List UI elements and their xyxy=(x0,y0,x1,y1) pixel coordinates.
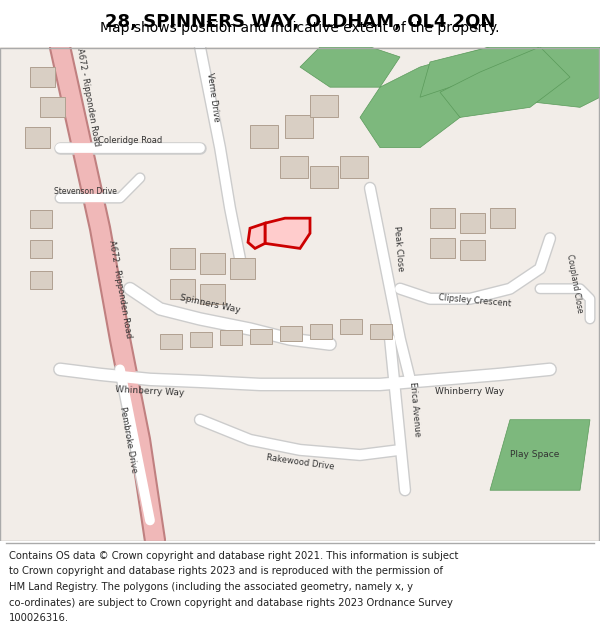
Text: Whinberry Way: Whinberry Way xyxy=(436,387,505,396)
Polygon shape xyxy=(280,156,308,178)
Polygon shape xyxy=(160,334,182,349)
Polygon shape xyxy=(30,210,52,228)
Text: A672 - Ripponden Road: A672 - Ripponden Road xyxy=(107,239,133,338)
Polygon shape xyxy=(0,47,600,541)
Polygon shape xyxy=(40,98,65,118)
Polygon shape xyxy=(248,223,265,248)
Polygon shape xyxy=(250,126,278,148)
Text: HM Land Registry. The polygons (including the associated geometry, namely x, y: HM Land Registry. The polygons (includin… xyxy=(9,582,413,592)
Polygon shape xyxy=(285,116,313,138)
Text: Contains OS data © Crown copyright and database right 2021. This information is : Contains OS data © Crown copyright and d… xyxy=(9,551,458,561)
Polygon shape xyxy=(490,47,600,108)
Text: 28, SPINNERS WAY, OLDHAM, OL4 2QN: 28, SPINNERS WAY, OLDHAM, OL4 2QN xyxy=(105,13,495,31)
Polygon shape xyxy=(460,241,485,261)
Polygon shape xyxy=(490,208,515,228)
Polygon shape xyxy=(200,284,225,304)
Text: Whinberry Way: Whinberry Way xyxy=(115,385,185,398)
Polygon shape xyxy=(200,254,225,274)
Text: Map shows position and indicative extent of the property.: Map shows position and indicative extent… xyxy=(100,21,500,35)
Polygon shape xyxy=(310,166,338,188)
Polygon shape xyxy=(265,218,310,248)
Polygon shape xyxy=(230,259,255,279)
Polygon shape xyxy=(190,332,212,347)
Polygon shape xyxy=(250,329,272,344)
Polygon shape xyxy=(220,330,242,345)
Polygon shape xyxy=(170,279,195,299)
Text: Erica Avenue: Erica Avenue xyxy=(408,382,422,438)
Text: to Crown copyright and database rights 2023 and is reproduced with the permissio: to Crown copyright and database rights 2… xyxy=(9,566,443,576)
Text: Coupland Close: Coupland Close xyxy=(565,254,584,314)
Text: Stevenson Drive: Stevenson Drive xyxy=(53,188,116,196)
Text: co-ordinates) are subject to Crown copyright and database rights 2023 Ordnance S: co-ordinates) are subject to Crown copyr… xyxy=(9,598,453,608)
Text: Peak Close: Peak Close xyxy=(392,225,404,272)
Polygon shape xyxy=(25,127,50,148)
Text: Rakewood Drive: Rakewood Drive xyxy=(265,452,335,471)
Text: Clipsley Crescent: Clipsley Crescent xyxy=(438,293,512,309)
Text: Coleridge Road: Coleridge Road xyxy=(98,136,162,145)
Polygon shape xyxy=(340,156,368,178)
Text: A672 - Ripponden Road: A672 - Ripponden Road xyxy=(75,48,101,147)
Polygon shape xyxy=(30,67,55,87)
Polygon shape xyxy=(430,238,455,259)
Polygon shape xyxy=(170,248,195,269)
Polygon shape xyxy=(310,324,332,339)
Polygon shape xyxy=(30,271,52,289)
Polygon shape xyxy=(310,95,338,118)
Polygon shape xyxy=(490,420,590,490)
Polygon shape xyxy=(360,47,560,148)
Text: Verne Drive: Verne Drive xyxy=(205,72,221,122)
Polygon shape xyxy=(430,208,455,228)
Polygon shape xyxy=(300,47,400,87)
Polygon shape xyxy=(340,319,362,334)
Polygon shape xyxy=(420,47,540,98)
Polygon shape xyxy=(280,326,302,341)
Text: Spinners Way: Spinners Way xyxy=(179,293,241,314)
Polygon shape xyxy=(440,47,570,118)
Text: Pembroke Drive: Pembroke Drive xyxy=(118,406,138,474)
Text: 100026316.: 100026316. xyxy=(9,613,69,623)
Polygon shape xyxy=(370,324,392,339)
Polygon shape xyxy=(30,241,52,259)
Polygon shape xyxy=(460,213,485,233)
Text: Play Space: Play Space xyxy=(511,451,560,459)
